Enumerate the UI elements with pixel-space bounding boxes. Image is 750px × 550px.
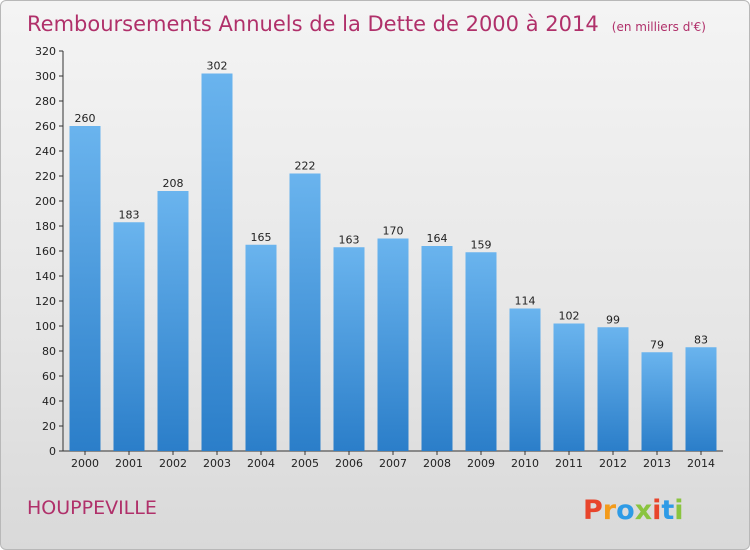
x-tick-label-2008: 2008 <box>423 457 451 470</box>
proxiti-logo: Proxiti <box>583 495 684 526</box>
value-label-2003: 302 <box>207 60 228 73</box>
x-tick-label-2014: 2014 <box>687 457 715 470</box>
y-tick-label: 280 <box>35 95 56 108</box>
value-label-2011: 102 <box>559 310 580 323</box>
x-tick-label-2005: 2005 <box>291 457 319 470</box>
bars: 260 183 208 302 165 222 163 170 164 159 114 102 99 79… <box>69 60 717 451</box>
chart-title: Remboursements Annuels de la Dette de 20… <box>27 12 599 36</box>
bar-2014 <box>685 347 717 451</box>
logo-letter: i <box>674 495 683 526</box>
bar-2002 <box>157 191 189 451</box>
y-tick-label: 300 <box>35 70 56 83</box>
bar-2011 <box>553 323 585 451</box>
value-label-2004: 165 <box>251 231 272 244</box>
x-tick-label-2007: 2007 <box>379 457 407 470</box>
logo-letter: x <box>635 495 652 526</box>
x-tick-label-2001: 2001 <box>115 457 143 470</box>
bar-2009 <box>465 252 497 451</box>
x-tick-label-2006: 2006 <box>335 457 363 470</box>
logo-letter: i <box>652 495 661 526</box>
y-tick-label: 240 <box>35 145 56 158</box>
bar-2007 <box>377 238 409 451</box>
value-label-2013: 79 <box>650 338 664 351</box>
logo-letter: P <box>583 495 603 526</box>
x-tick-label-2012: 2012 <box>599 457 627 470</box>
value-label-2001: 183 <box>119 208 140 221</box>
x-tick-label-2010: 2010 <box>511 457 539 470</box>
y-tick-label: 200 <box>35 195 56 208</box>
bar-2000 <box>69 126 101 451</box>
value-label-2006: 163 <box>339 233 360 246</box>
value-label-2009: 159 <box>471 238 492 251</box>
x-tick-label-2000: 2000 <box>71 457 99 470</box>
y-tick-label: 220 <box>35 170 56 183</box>
svg-text:Remboursements Annuels de la D: Remboursements Annuels de la Dette de 20… <box>27 12 706 36</box>
x-tick-label-2011: 2011 <box>555 457 583 470</box>
x-tick-label-2013: 2013 <box>643 457 671 470</box>
logo-letter: r <box>603 495 617 526</box>
y-tick-label: 320 <box>35 45 56 58</box>
y-tick-label: 40 <box>42 395 56 408</box>
chart-unit: (en milliers d'€) <box>612 20 706 34</box>
bar-2006 <box>333 247 365 451</box>
y-tick-label: 180 <box>35 220 56 233</box>
x-tick-label-2002: 2002 <box>159 457 187 470</box>
bar-2003 <box>201 73 233 451</box>
y-tick-label: 140 <box>35 270 56 283</box>
bar-2012 <box>597 327 629 451</box>
bar-2005 <box>289 173 321 451</box>
x-tick-label-2009: 2009 <box>467 457 495 470</box>
logo-letter: o <box>616 495 635 526</box>
y-tick-label: 60 <box>42 370 56 383</box>
value-label-2010: 114 <box>515 295 536 308</box>
value-label-2008: 164 <box>427 232 448 245</box>
y-tick-label: 160 <box>35 245 56 258</box>
y-tick-label: 260 <box>35 120 56 133</box>
value-label-2014: 83 <box>694 333 708 346</box>
y-tick-label: 100 <box>35 320 56 333</box>
x-tick-label-2004: 2004 <box>247 457 275 470</box>
value-label-2007: 170 <box>383 225 404 238</box>
bar-2010 <box>509 308 541 451</box>
y-tick-label: 0 <box>49 445 56 458</box>
bar-2001 <box>113 222 145 451</box>
bar-2008 <box>421 246 453 451</box>
y-tick-label: 80 <box>42 345 56 358</box>
commune-name: HOUPPEVILLE <box>27 497 157 519</box>
value-label-2005: 222 <box>295 160 316 173</box>
logo-letter: t <box>661 495 674 526</box>
y-tick-label: 120 <box>35 295 56 308</box>
value-label-2002: 208 <box>163 177 184 190</box>
bar-2013 <box>641 352 673 451</box>
axes: 0 20 40 60 80 100 120 140 160 180 200 220 240 260 280 3… <box>35 45 723 470</box>
bar-2004 <box>245 244 277 451</box>
x-tick-label-2003: 2003 <box>203 457 231 470</box>
y-tick-label: 20 <box>42 420 56 433</box>
value-label-2000: 260 <box>75 112 96 125</box>
value-label-2012: 99 <box>606 313 620 326</box>
